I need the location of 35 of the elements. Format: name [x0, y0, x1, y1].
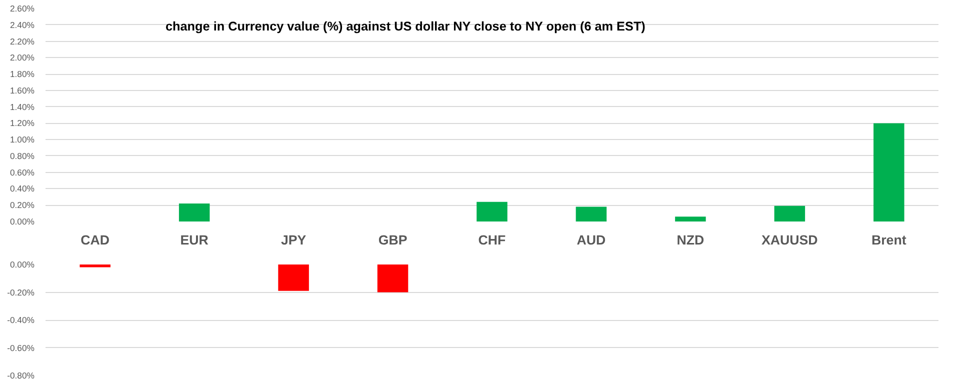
x-tick-label: AUD [576, 232, 606, 248]
y-tick-label: 1.40% [10, 102, 35, 112]
bar [774, 206, 806, 222]
bar [576, 206, 607, 222]
bar [178, 203, 210, 222]
x-tick-label: CHF [478, 232, 506, 248]
x-tick-label: CAD [80, 232, 110, 248]
y-tick-label: -0.40% [7, 315, 35, 325]
x-tick-label: Brent [871, 232, 907, 248]
y-tick-label: 0.40% [10, 184, 35, 194]
y-tick-label: 2.60% [10, 4, 35, 14]
y-tick-label: -0.20% [7, 287, 35, 298]
y-tick-label: 2.20% [10, 36, 35, 46]
y-tick-label: 0.80% [10, 150, 35, 161]
y-tick-label: 1.60% [10, 85, 35, 96]
bar [675, 216, 706, 222]
y-tick-label: 0.00% [10, 216, 35, 226]
y-tick-label: 1.20% [10, 118, 35, 128]
bar [476, 202, 508, 222]
y-tick-label: 2.00% [10, 52, 35, 63]
y-tick-label: 0.20% [10, 200, 35, 210]
y-tick-label: -0.80% [7, 370, 35, 380]
y-tick-label: -0.60% [7, 342, 35, 353]
y-tick-label: 0.00% [10, 260, 35, 270]
y-tick-label: 1.80% [10, 69, 35, 80]
x-tick-label: GBP [378, 232, 408, 248]
y-tick-label: 2.40% [10, 20, 35, 30]
text: change in Currency value (%) against US dollar NY close to NY open (6 am EST) [166, 20, 646, 34]
x-tick-label: EUR [180, 232, 209, 248]
x-tick-label: JPY [280, 232, 306, 248]
y-tick-label: 0.60% [10, 167, 35, 178]
bar [874, 123, 904, 222]
x-tick-label: NZD [676, 232, 705, 248]
y-tick-label: 1.00% [10, 134, 35, 145]
x-tick-label: XAUUSD [762, 232, 818, 248]
